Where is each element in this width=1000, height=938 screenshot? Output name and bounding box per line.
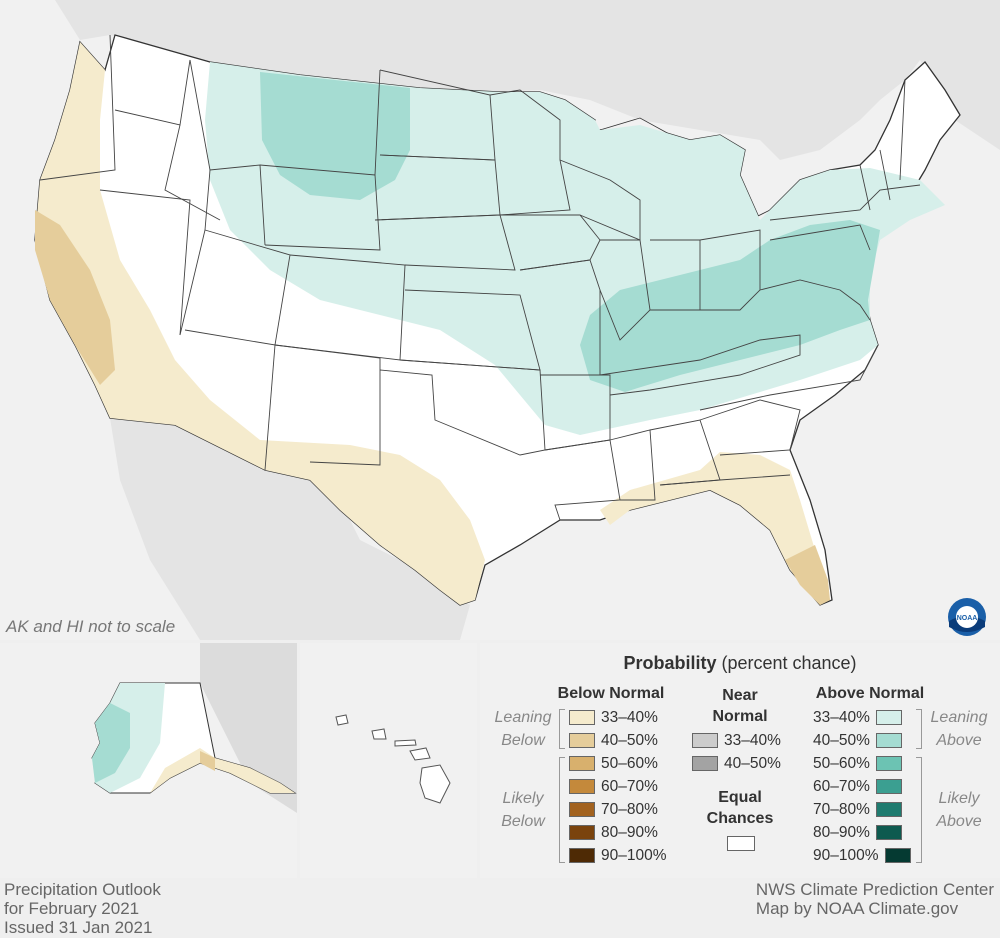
above-row: 50–60% [813, 755, 902, 773]
above-row: 60–70% [813, 778, 902, 796]
above-swatch [875, 710, 902, 726]
caption-line-2: for February 2021 [4, 899, 140, 918]
above-label: 33–40% [813, 709, 870, 726]
near-swatch [692, 756, 718, 772]
near-label: 33–40% [724, 732, 781, 749]
below-swatch [569, 733, 595, 749]
above-label: 80–90% [813, 824, 870, 841]
above-normal-header: Above Normal [815, 685, 925, 702]
canada-land [55, 0, 1000, 160]
outlook-caption: Precipitation Outlook for February 2021 … [4, 880, 161, 937]
map-svg: AK and HI not to scale [5, 0, 1000, 640]
caption-line-1: Precipitation Outlook [4, 880, 161, 899]
near-normal-header: Near Normal [712, 687, 768, 725]
alaska-below-40 [200, 751, 215, 771]
below-label: 33–40% [601, 709, 658, 726]
below-swatch [569, 825, 595, 841]
below-label: 90–100% [601, 847, 667, 864]
hawaii-inset [300, 643, 477, 878]
above-ohio-valley-40 [580, 220, 880, 392]
equal-chances-swatch [727, 836, 755, 852]
below-row: 40–50% [569, 732, 658, 750]
above-row: 90–100% [813, 847, 911, 865]
above-swatch [875, 779, 902, 795]
above-swatch [875, 825, 902, 841]
below-label: 40–50% [601, 732, 658, 749]
state-borders [39, 34, 921, 521]
below-row: 80–90% [569, 824, 658, 842]
above-label: 50–60% [813, 755, 870, 772]
below-southeast [600, 452, 830, 605]
leaning-above-label: Leaning Above [930, 709, 988, 749]
bracket-likely-above [916, 757, 922, 863]
above-row: 40–50% [813, 732, 902, 750]
legend-title: Probability (percent chance) [623, 653, 857, 673]
bracket-leaning-below [559, 709, 565, 749]
big-island [419, 764, 451, 804]
above-label: 90–100% [813, 847, 879, 864]
oahu [371, 728, 387, 740]
above-swatch [875, 733, 902, 749]
below-swatch [569, 802, 595, 818]
scale-note: AK and HI not to scale [5, 617, 175, 636]
contiguous-us-map: AK and HI not to scale [5, 0, 1000, 640]
above-row: 70–80% [813, 801, 902, 819]
near-row: 40–50% [692, 755, 781, 773]
below-label: 50–60% [601, 755, 658, 772]
equal-chances-swatch-row [727, 835, 755, 853]
below-row: 50–60% [569, 755, 658, 773]
below-swatch [569, 710, 595, 726]
maui [409, 747, 431, 761]
below-swatch [569, 848, 595, 864]
alaska-above-40 [92, 703, 130, 783]
above-label: 70–80% [813, 801, 870, 818]
below-row: 90–100% [569, 847, 667, 865]
bracket-leaning-above [916, 709, 922, 749]
kauai [335, 714, 349, 726]
near-label: 40–50% [724, 755, 781, 772]
caption-issued-date: Issued 31 Jan 2021 [4, 918, 153, 937]
equal-chances-label: Equal Chances [706, 789, 774, 827]
bracket-likely-below [559, 757, 565, 863]
below-florida-40 [785, 545, 830, 605]
below-label: 70–80% [601, 801, 658, 818]
svg-text:NOAA: NOAA [957, 615, 978, 622]
below-label: 80–90% [601, 824, 658, 841]
below-swatch [569, 756, 595, 772]
above-row: 33–40% [813, 709, 902, 727]
leaning-below-label: Leaning Below [494, 709, 552, 749]
molokai [394, 739, 417, 747]
below-row: 70–80% [569, 801, 658, 819]
near-swatch [692, 733, 718, 749]
below-swatch [569, 779, 595, 795]
credit-line-2: Map by NOAA Climate.gov [755, 899, 959, 918]
below-row: 60–70% [569, 778, 658, 796]
above-label: 60–70% [813, 778, 870, 795]
below-normal-header: Below Normal [557, 685, 665, 702]
below-row: 33–40% [569, 709, 658, 727]
probability-legend: Probability (percent chance) Below Norma… [480, 643, 1000, 878]
ocean-bg-gulf [470, 490, 830, 640]
above-swatch [875, 802, 902, 818]
likely-above-label: Likely Above [936, 790, 982, 830]
below-california-40 [35, 210, 115, 385]
above-row: 80–90% [813, 824, 902, 842]
above-label: 40–50% [813, 732, 870, 749]
alaska-inset [0, 643, 297, 878]
below-label: 60–70% [601, 778, 658, 795]
alaska-below [150, 748, 295, 793]
likely-below-label: Likely Below [501, 790, 545, 830]
credit-line-1: NWS Climate Prediction Center [755, 880, 994, 899]
credit-caption: NWS Climate Prediction Center Map by NOA… [756, 880, 994, 918]
above-swatch [875, 756, 902, 772]
near-row: 33–40% [692, 732, 781, 750]
noaa-logo: NOAA [947, 597, 987, 642]
alaska-canada-land [200, 643, 297, 813]
mexico-land [110, 418, 470, 640]
above-swatch [884, 848, 911, 864]
